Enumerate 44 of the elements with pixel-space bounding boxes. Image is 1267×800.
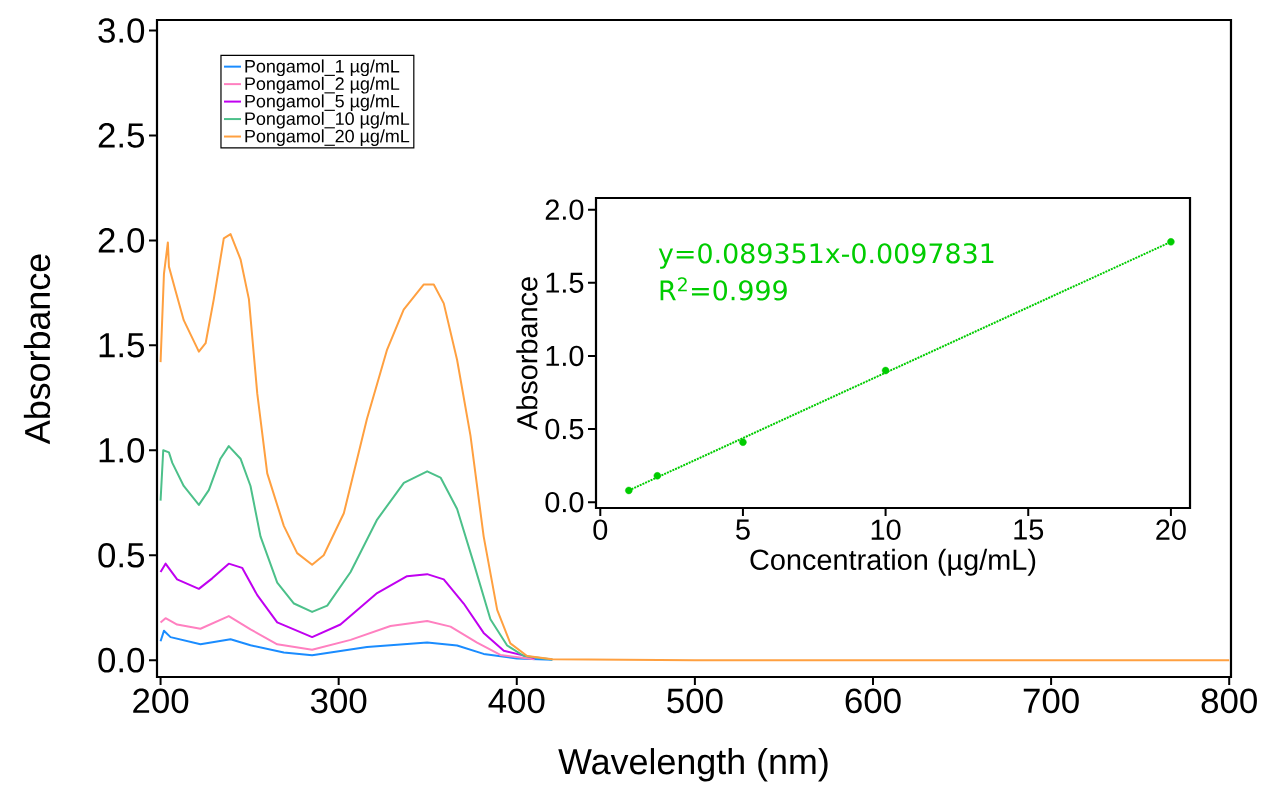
x-tick-label: 400	[488, 688, 545, 714]
legend-label: Pongamol_1 µg/mL	[245, 59, 400, 77]
y-tick-label: 2.0	[98, 228, 145, 253]
x-tick-label: 300	[310, 688, 367, 714]
annotation: R$^{2}$=0.999	[660, 277, 787, 301]
x-tick-label: 500	[667, 688, 723, 714]
x-tick-label: 0	[593, 519, 608, 540]
y-tick-label: 1.5	[99, 333, 145, 358]
x-tick-label: 700	[1023, 688, 1079, 714]
point	[739, 438, 747, 446]
x-tick-label: 200	[133, 688, 189, 714]
legend-label: Pongamol_20 µg/mL	[245, 129, 410, 147]
y-tick-label: 2.0	[545, 199, 584, 220]
x-tick-label: 800	[1201, 688, 1257, 714]
annotation: y=0.089351x-0.0097831	[658, 243, 994, 269]
point	[653, 472, 662, 480]
y-tick-label: 1.0	[546, 345, 584, 367]
y-axis-title: Absorbance	[23, 254, 51, 445]
y-tick-label: 0.0	[98, 647, 145, 673]
line-series	[159, 233, 1231, 662]
x-tick-label: 10	[871, 519, 901, 540]
y-tick-label: 3.0	[98, 18, 145, 43]
y-tick-label: 1.5	[546, 272, 584, 293]
legend-label: Pongamol_2 µg/mL	[245, 76, 400, 94]
legend-label: Pongamol_5 µg/mL	[245, 94, 400, 112]
y-tick-label: 0.5	[98, 542, 145, 568]
x-axis-title: Concentration (µg/mL)	[750, 548, 1036, 576]
x-axis-title: Wavelength (nm)	[558, 748, 828, 782]
y-axis-title: Absorbance	[516, 277, 538, 431]
x-tick-label: 5	[736, 519, 750, 540]
point	[881, 366, 890, 375]
y-tick-label: 1.0	[99, 437, 145, 463]
point	[1167, 238, 1175, 246]
x-tick-label: 20	[1156, 519, 1186, 540]
line-series	[159, 629, 554, 661]
y-tick-label: 2.5	[98, 123, 145, 148]
y-tick-label: 0.0	[545, 491, 584, 513]
y-tick-label: 0.5	[545, 418, 584, 440]
line-series	[159, 615, 536, 661]
x-tick-label: 600	[845, 688, 901, 714]
point	[625, 486, 633, 495]
x-tick-label: 15	[1014, 519, 1044, 540]
line-series	[159, 562, 536, 660]
legend-label: Pongamol_10 µg/mL	[245, 111, 410, 129]
